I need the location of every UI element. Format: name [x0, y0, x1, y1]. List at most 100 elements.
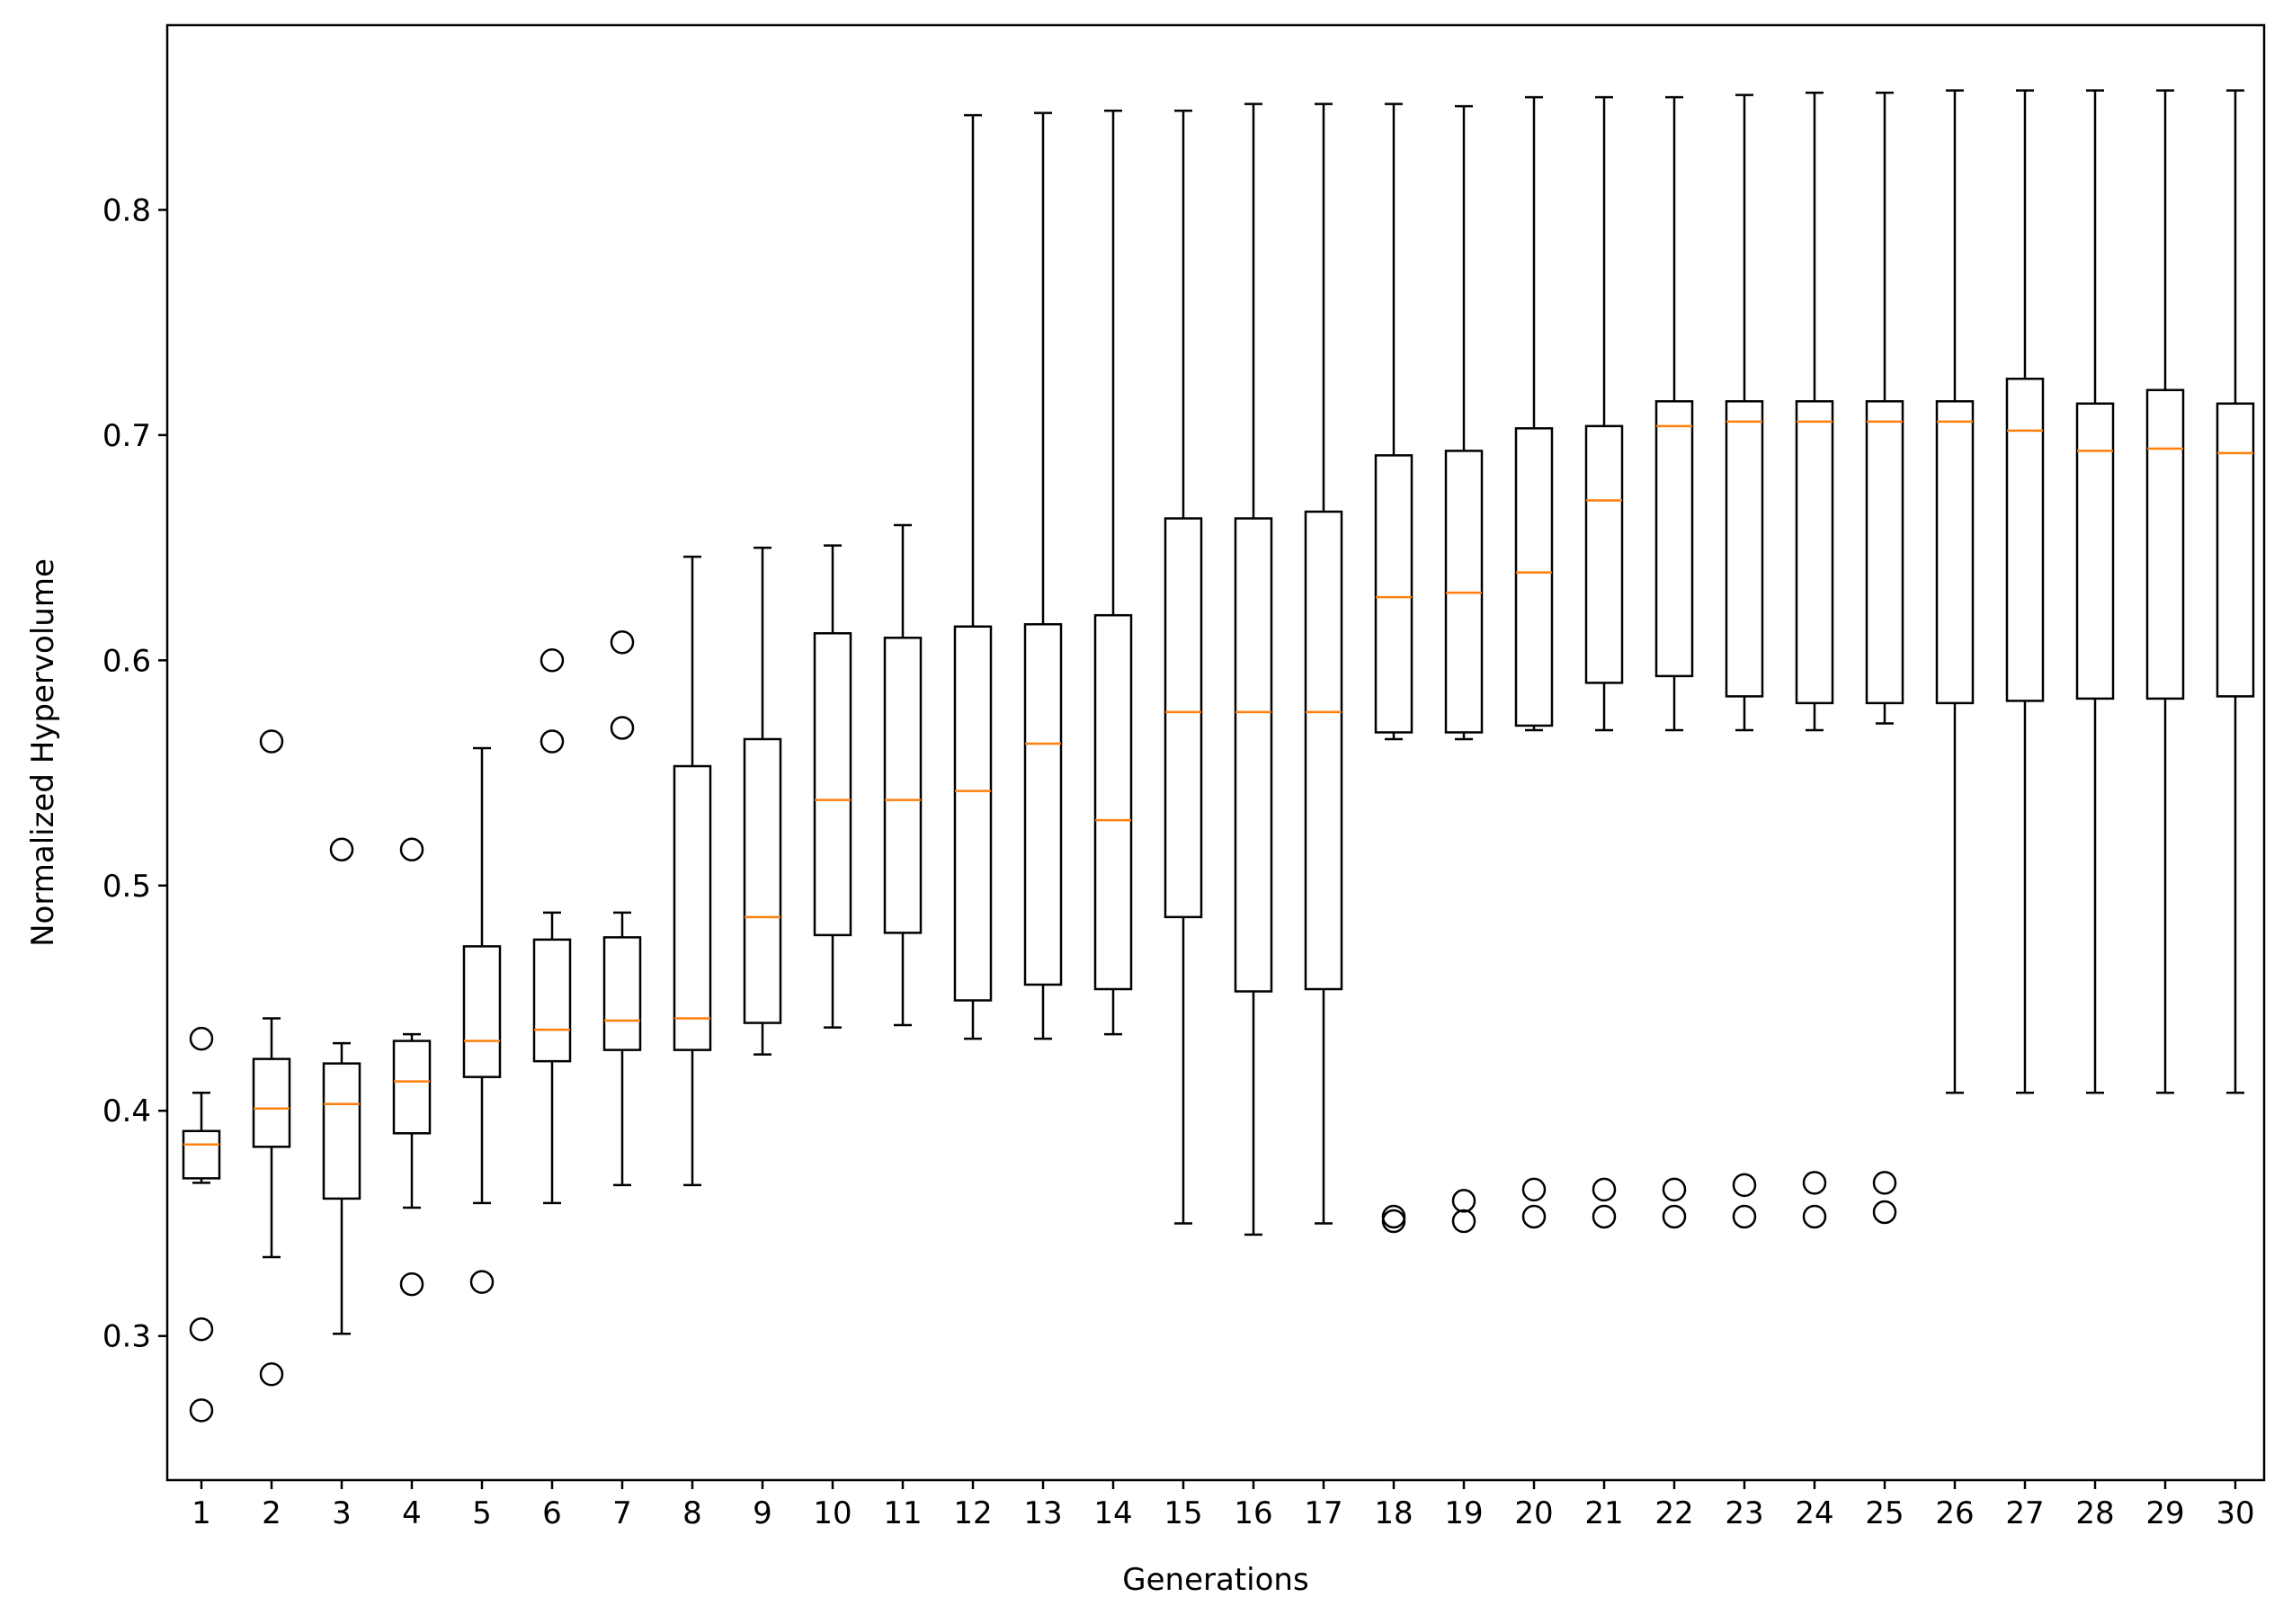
box-gen-17: [1304, 103, 1343, 1225]
box-gen-5: [462, 746, 502, 1294]
box-gen-3: [322, 837, 361, 1335]
box-gen-29: [2145, 89, 2185, 1094]
outlier-point: [1592, 1204, 1617, 1229]
box-gen-9: [743, 546, 782, 1056]
x-tick-label: 3: [332, 1495, 352, 1531]
iqr-box: [1444, 450, 1484, 734]
outlier-point: [399, 1272, 424, 1297]
outlier-point: [610, 630, 635, 655]
iqr-box: [743, 737, 782, 1024]
x-tick-label: 11: [883, 1495, 922, 1531]
outlier-point: [189, 1026, 214, 1051]
x-tick-label: 27: [2005, 1495, 2044, 1531]
outlier-point: [1662, 1204, 1687, 1229]
iqr-box: [1374, 454, 1413, 734]
box-gen-15: [1164, 109, 1203, 1225]
box-gen-7: [602, 630, 642, 1187]
x-tick-label: 22: [1654, 1495, 1693, 1531]
x-tick-label: 6: [542, 1495, 562, 1531]
box-gen-8: [673, 555, 712, 1187]
outlier-point: [1592, 1177, 1617, 1202]
x-tick-label: 23: [1725, 1495, 1763, 1531]
outlier-point: [1451, 1209, 1476, 1234]
iqr-box: [1234, 517, 1273, 993]
outlier-point: [1381, 1209, 1406, 1234]
iqr-box: [1725, 400, 1764, 698]
iqr-box: [392, 1040, 432, 1135]
box-gen-6: [532, 648, 572, 1205]
iqr-box: [1023, 622, 1063, 986]
x-tick-label: 19: [1444, 1495, 1483, 1531]
y-tick-label: 0.3: [103, 1319, 151, 1355]
outlier-point: [399, 837, 424, 861]
iqr-box: [1164, 517, 1203, 919]
iqr-box: [1093, 613, 1133, 991]
x-tick-label: 14: [1093, 1495, 1132, 1531]
outlier-point: [1802, 1171, 1827, 1195]
iqr-box: [2005, 377, 2045, 702]
box-gen-27: [2005, 89, 2045, 1094]
outlier-point: [1802, 1204, 1827, 1229]
x-axis-label: Generations: [1122, 1562, 1308, 1598]
box-gen-23: [1725, 94, 1764, 1229]
x-tick-label: 5: [472, 1495, 492, 1531]
x-tick-label: 4: [402, 1495, 422, 1531]
box-gen-14: [1093, 109, 1133, 1036]
outlier-point: [1872, 1171, 1897, 1195]
x-tick-label: 28: [2075, 1495, 2114, 1531]
box-gen-10: [813, 544, 852, 1029]
box-gen-13: [1023, 112, 1063, 1040]
box-gen-1: [182, 1026, 221, 1423]
box-gen-28: [2075, 89, 2115, 1094]
box-gen-24: [1795, 91, 1834, 1229]
y-axis-label: Normalized Hypervolume: [25, 558, 61, 947]
iqr-box: [182, 1129, 221, 1180]
iqr-box: [602, 936, 642, 1051]
outlier-point: [540, 729, 565, 754]
iqr-box: [322, 1062, 361, 1200]
axes-frame: [165, 23, 2266, 1482]
iqr-box: [2145, 388, 2185, 700]
outlier-point: [540, 648, 565, 673]
box-gen-16: [1234, 103, 1273, 1236]
iqr-box: [2216, 402, 2255, 698]
x-tick-label: 2: [262, 1495, 281, 1531]
box-gen-25: [1865, 91, 1904, 1225]
outlier-point: [469, 1270, 495, 1294]
iqr-box: [883, 637, 923, 934]
outlier-point: [1872, 1200, 1897, 1225]
box-gen-11: [883, 523, 923, 1027]
outlier-point: [1732, 1173, 1757, 1198]
box-gen-20: [1514, 95, 1554, 1229]
y-tick-label: 0.8: [103, 192, 151, 228]
outlier-point: [259, 729, 284, 754]
x-tick-label: 8: [682, 1495, 702, 1531]
iqr-box: [462, 945, 502, 1078]
iqr-box: [1935, 400, 1975, 705]
x-tick-label: 13: [1023, 1495, 1062, 1531]
x-tick-label: 25: [1865, 1495, 1904, 1531]
x-tick-label: 1: [192, 1495, 211, 1531]
x-tick-label: 24: [1795, 1495, 1833, 1531]
outlier-point: [1732, 1204, 1757, 1229]
x-tick-label: 16: [1234, 1495, 1272, 1531]
box-gen-19: [1444, 104, 1484, 1234]
box-gen-12: [953, 113, 993, 1040]
iqr-box: [1304, 510, 1343, 991]
box-gen-2: [252, 729, 291, 1387]
axes: 0.30.40.50.60.70.81 2 3 4 5 6 7 8 9 10 11 12 13 14 15 1…: [103, 192, 2255, 1531]
box-gen-26: [1935, 89, 1975, 1094]
outlier-point: [189, 1316, 214, 1342]
outlier-point: [1521, 1177, 1547, 1202]
box-gen-30: [2216, 89, 2255, 1094]
outlier-point: [610, 716, 635, 740]
iqr-box: [1584, 424, 1624, 684]
box-gen-21: [1584, 95, 1624, 1229]
x-tick-label: 20: [1514, 1495, 1553, 1531]
x-tick-label: 18: [1374, 1495, 1413, 1531]
y-tick-label: 0.7: [103, 418, 151, 454]
x-tick-label: 21: [1584, 1495, 1623, 1531]
iqr-box: [2075, 402, 2115, 700]
box-gen-18: [1374, 103, 1413, 1234]
